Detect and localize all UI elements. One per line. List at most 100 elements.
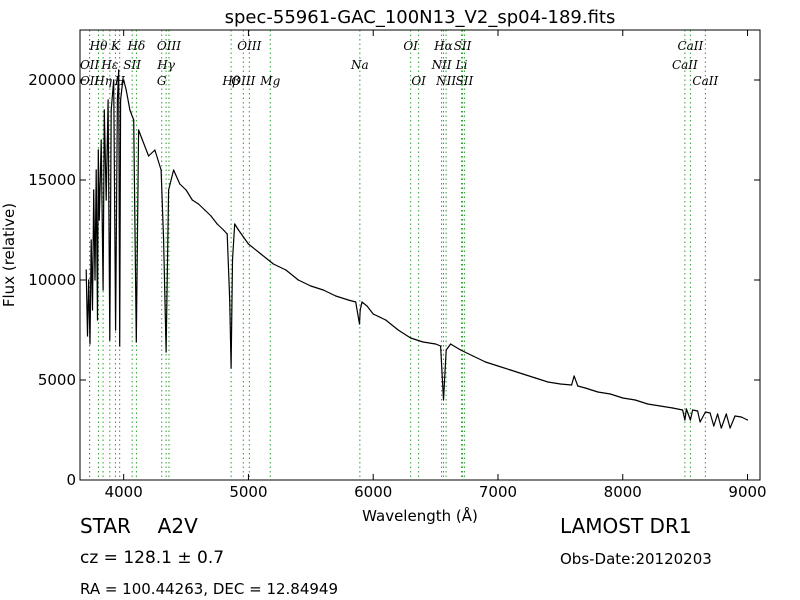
line-label-18: Hη [93,74,112,88]
spectrum-point [609,393,611,395]
spectrum-point [740,416,742,418]
spectrum-point [197,203,200,205]
spectrum-point [647,403,649,405]
spectrum-point [634,399,636,401]
spectrum-point [133,119,135,121]
spectrum-point [584,387,586,389]
spectrum-point [704,411,707,413]
spectrum-point [734,415,736,417]
spectrum-point [125,89,127,91]
line-label-24: OI [411,74,426,88]
spectrum-point [534,377,537,379]
line-label-0: Hθ [89,39,108,53]
line-label-13: Na [350,58,369,72]
spectrum-point [717,413,719,415]
x-tick-label-3: 7000 [479,483,517,501]
spectrum-point [163,239,165,241]
spectrum-point [335,295,337,297]
spectrum-point [435,343,437,345]
spectrum-point [148,155,150,157]
spectrum-point [231,259,234,261]
spectrum-point [746,419,749,421]
spectrum-point [310,285,312,287]
spectrum-point [96,319,99,321]
spectrum-point [725,413,727,415]
spectrum-point [216,223,218,225]
spectrum-point [297,279,299,281]
spectrum-point [97,149,99,151]
spectrum-series [85,69,749,429]
spectrum-point [160,169,162,171]
line-label-5: OI [403,39,418,53]
line-markers [89,30,706,480]
line-label-2: Hδ [127,39,146,53]
spectrum-point [138,129,140,131]
spectrum-line-0 [85,69,748,429]
spectrum-point [559,383,562,385]
line-label-17: OII [80,74,100,88]
spectrum-point [484,361,487,363]
survey-label: LAMOST DR1 [560,514,692,538]
chart-title: spec-55961-GAC_100N13_V2_sp04-189.fits [225,7,616,28]
spectrum-point [571,384,573,386]
x-tick-label-1: 5000 [229,483,267,501]
spectrum-point [361,301,363,303]
spectrum-point [109,339,111,341]
spectrum-point [191,199,193,201]
spectrum-point [450,343,452,345]
line-label-1: K [110,39,121,53]
spectrum-point [85,269,87,271]
spectrum-point [685,408,688,410]
subclass-label: A2V [157,514,198,538]
spectrum-point [577,385,579,387]
spectrum-point [89,343,91,345]
spectrum-point [165,351,167,353]
spectrum-point [692,409,694,411]
spectrum-point [210,215,212,217]
spectrum-point [222,229,225,231]
spectrum-point [689,419,692,421]
spectrum-point [522,373,524,375]
spectrum-point [234,223,236,225]
line-label-26: SII [456,74,474,88]
spectrum-point [729,427,731,429]
plot-frame [79,29,761,481]
spectrum-point [385,319,387,321]
spectrum-point [91,309,94,311]
spectrum-point [107,99,109,101]
spectrum-point [697,410,699,412]
line-label-14: NII [431,58,452,72]
y-tick-label-4: 20000 [28,71,76,89]
spectrum-point [230,367,232,369]
spectrum-point [93,189,95,191]
spectrum-point [442,399,445,401]
line-label-10: Hε [100,58,118,72]
spectrum-point [359,309,361,311]
line-label-27: CaII [692,74,718,88]
spectrum-point [100,139,102,141]
redshift-label: cz = 128.1 ± 0.7 [80,548,225,568]
line-label-8: CaII [677,39,703,53]
spectrum-point [597,391,599,393]
line-label-6: Hα [433,39,453,53]
spectrum-point [272,263,274,265]
spectrum-point [129,109,131,111]
x-axis-ticks: 4000 5000 6000 7000 8000 9000 [105,30,767,501]
spectrum-point [204,209,206,211]
spectrum-point [103,109,105,111]
spectrum-point [98,219,100,221]
spectrum-point [682,409,684,411]
spectrum-point [113,79,115,81]
spectrum-point [123,79,125,81]
spectrum-point [445,349,447,351]
spectrum-point [115,329,117,331]
spectrum-point [90,239,92,241]
line-label-23: Mg [259,74,280,88]
spectrum-point [260,253,262,255]
spectrum-point [547,381,549,383]
spectrum-point [372,313,374,315]
y-tick-label-3: 15000 [28,171,76,189]
spectrum-point [472,355,474,357]
spectrum-point [179,183,181,185]
spectrum-point [121,83,123,85]
